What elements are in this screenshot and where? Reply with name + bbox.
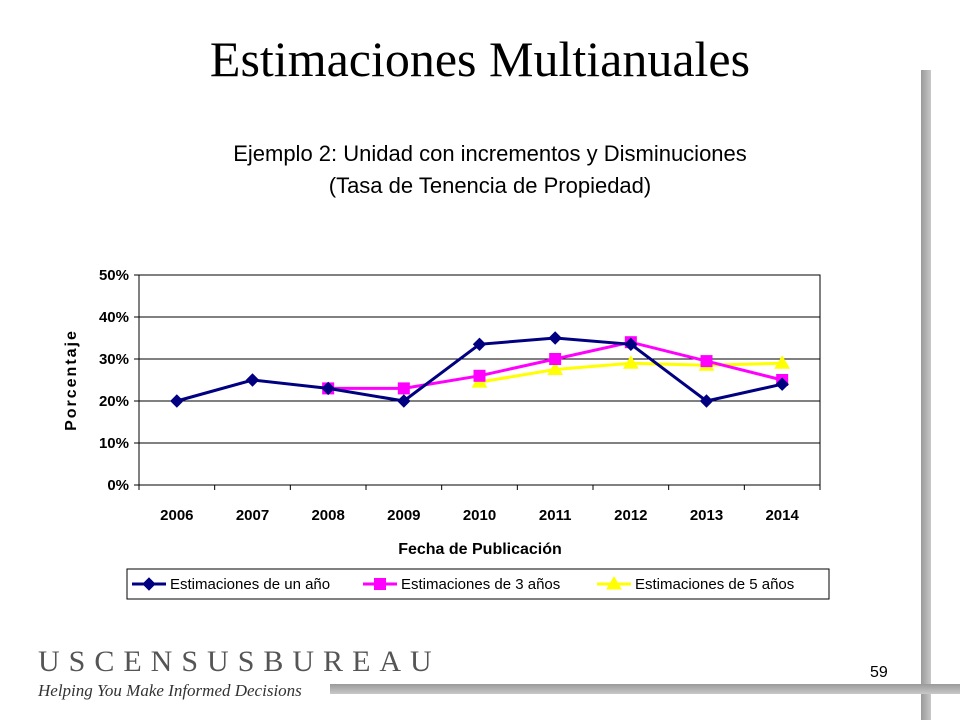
plot-area-border (138, 274, 821, 486)
legend-entry: Estimaciones de 3 años (363, 576, 560, 593)
series-1 (170, 331, 789, 408)
x-tick-label: 2009 (387, 507, 420, 524)
chart-legend: Estimaciones de un año Estimaciones de 3 … (126, 568, 830, 600)
x-tick-label: 2014 (765, 507, 799, 524)
data-point (245, 373, 260, 387)
legend-marker (142, 577, 156, 591)
data-point (548, 331, 562, 345)
legend-label: Estimaciones de 3 años (401, 576, 560, 593)
decorative-horizontal-bar (330, 684, 960, 694)
y-tick-labels: 0% 10% 20% 30% 40% 50% (99, 267, 129, 494)
legend-box (126, 568, 830, 600)
series-3 (471, 355, 791, 388)
legend-entry: Estimaciones de un año (132, 576, 330, 593)
data-point (397, 394, 411, 408)
data-point (775, 377, 789, 391)
chart-title-line2: (Tasa de Tenencia de Propiedad) (328, 173, 652, 198)
page-number: 59 (870, 664, 888, 681)
y-tick-label: 40% (99, 309, 129, 326)
legend-marker (374, 578, 386, 590)
y-tick-label: 0% (107, 477, 129, 494)
data-point (397, 382, 410, 395)
x-tick-label: 2012 (614, 507, 647, 524)
census-bureau-logo: USCENSUSBUREAU Helping You Make Informed… (38, 645, 441, 701)
y-axis-label: Porcentaje (63, 329, 80, 431)
x-tick-label: 2006 (160, 507, 193, 524)
y-tick-label: 30% (99, 351, 129, 368)
data-point (624, 337, 638, 352)
legend-entry: Estimaciones de 5 años (597, 576, 794, 593)
data-point (473, 369, 486, 382)
data-point (700, 355, 713, 368)
data-point (622, 355, 639, 369)
chart-series (170, 331, 791, 408)
decorative-vertical-bar (921, 70, 931, 720)
data-point (774, 355, 791, 369)
chart-axes (134, 274, 821, 490)
data-point (699, 394, 714, 408)
data-point (547, 361, 564, 375)
x-tick-label: 2007 (236, 507, 269, 524)
x-tick-label: 2011 (539, 507, 572, 524)
data-point (321, 381, 335, 396)
y-tick-label: 50% (99, 267, 129, 284)
x-tick-labels: 2006 2007 2008 2009 2010 2011 2012 2013 2014 (160, 507, 799, 524)
data-point (549, 353, 562, 365)
legend-marker (606, 576, 622, 590)
x-tick-label: 2008 (311, 507, 344, 524)
logo-name: USCENSUSBUREAU (38, 645, 441, 678)
logo-tagline: Helping You Make Informed Decisions (38, 681, 302, 700)
x-axis-label: Fecha de Publicación (398, 541, 562, 558)
y-tick-label: 20% (99, 393, 129, 410)
chart-title-line1: Ejemplo 2: Unidad con incrementos y Dism… (233, 141, 747, 166)
legend-label: Estimaciones de un año (170, 576, 330, 593)
data-point (170, 394, 184, 408)
data-point (472, 337, 487, 352)
chart-title: Ejemplo 2: Unidad con incrementos y Dism… (150, 138, 830, 202)
y-tick-label: 10% (99, 435, 129, 452)
legend-label: Estimaciones de 5 años (635, 576, 794, 593)
slide-title: Estimaciones Multianuales (209, 31, 751, 87)
x-tick-label: 2010 (463, 507, 496, 524)
x-tick-label: 2013 (690, 507, 723, 524)
